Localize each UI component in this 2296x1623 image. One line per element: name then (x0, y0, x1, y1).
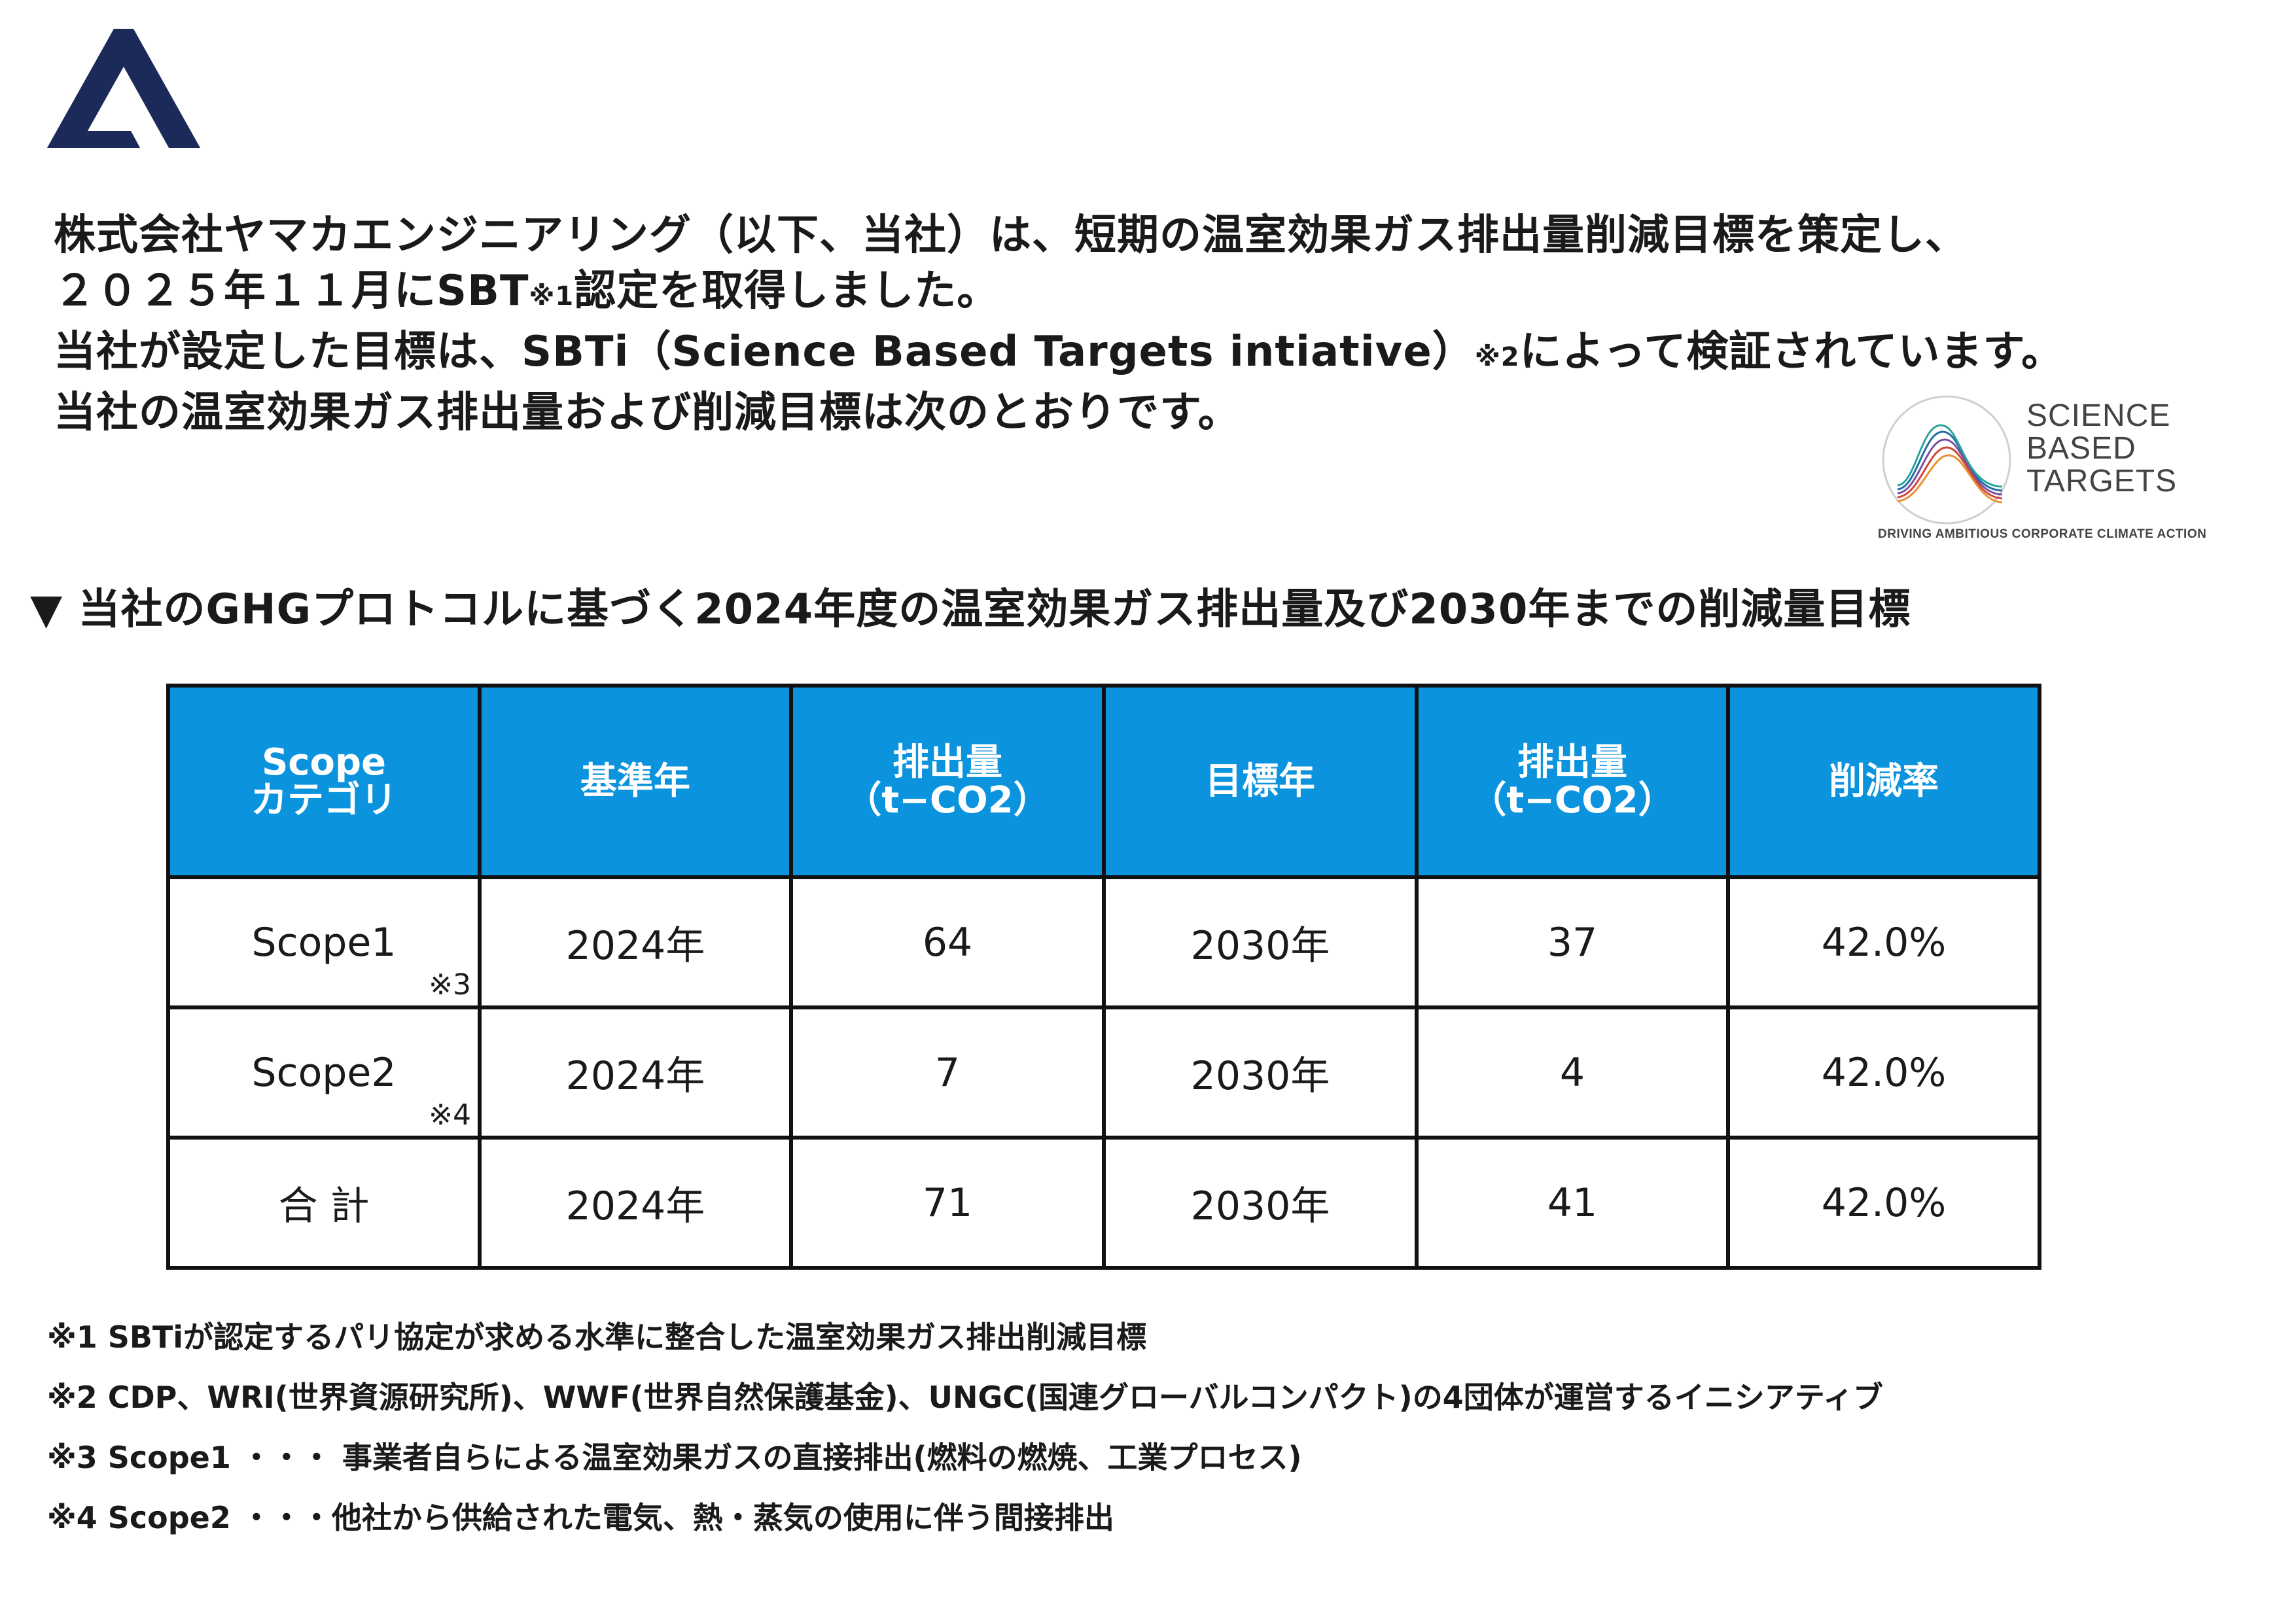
cell-scope: 合 計 (166, 1136, 482, 1270)
header-emission-target: 排出量 （t−CO2） (1415, 684, 1730, 879)
cell-target-year: 2030年 (1102, 1136, 1419, 1270)
footnote-4: ※4 Scope2 ・・・他社から供給された電気、熱・蒸気の使用に伴う間接排出 (47, 1500, 1114, 1535)
footnote-2: ※2 CDP、WRI(世界資源研究所)、WWF(世界自然保護基金)、UNGC(国… (47, 1380, 1883, 1415)
footnote-1: ※1 SBTiが認定するパリ協定が求める水準に整合した温室効果ガス排出削減目標 (47, 1319, 1147, 1355)
cell-reduction: 42.0% (1726, 1136, 2041, 1270)
footnotes: ※1 SBTiが認定するパリ協定が求める水準に整合した温室効果ガス排出削減目標 … (47, 1307, 1883, 1548)
sbt-word-science: SCIENCE (2026, 398, 2171, 433)
cell-scope: Scope1 ※3 (166, 875, 482, 1009)
sbt-tagline: DRIVING AMBITIOUS CORPORATE CLIMATE ACTI… (1878, 527, 2207, 541)
intro-line-2: ２０２５年１１月にSBT※1認定を取得しました。 (54, 267, 1000, 315)
cell-reduction: 42.0% (1726, 1005, 2041, 1140)
cell-target-year: 2030年 (1102, 875, 1419, 1009)
cell-target-year: 2030年 (1102, 1005, 1419, 1140)
cell-emission-base: 71 (789, 1136, 1106, 1270)
section-heading: ▼ 当社のGHGプロトコルに基づく2024年度の温室効果ガス排出量及び2030年… (30, 585, 1911, 634)
footnote-3: ※3 Scope1 ・・・ 事業者自らによる温室効果ガスの直接排出(燃料の燃焼、… (47, 1440, 1302, 1475)
footnote-ref-4: ※4 (429, 1098, 471, 1132)
intro-line-1: 株式会社ヤマカエンジニアリング（以下、当社）は、短期の温室効果ガス排出量削減目標… (54, 211, 1968, 260)
cell-base-year: 2024年 (478, 875, 793, 1009)
cell-emission-target: 4 (1415, 1005, 1730, 1140)
cell-base-year: 2024年 (478, 1136, 793, 1270)
cell-reduction: 42.0% (1726, 875, 2041, 1009)
header-scope: Scope カテゴリ (166, 684, 482, 879)
table-header-row: Scope カテゴリ 基準年 排出量 （t−CO2） 目標年 排出量 （t−CO2） … (166, 684, 2041, 879)
footnote-ref-2: ※2 (1474, 342, 1520, 372)
cell-emission-base: 64 (789, 875, 1106, 1009)
cell-emission-target: 41 (1415, 1136, 1730, 1270)
table-row: Scope1 ※3 2024年 64 2030年 37 42.0% (166, 875, 2041, 1009)
company-logo-icon (47, 29, 200, 148)
intro-paragraph: 株式会社ヤマカエンジニアリング（以下、当社）は、短期の温室効果ガス排出量削減目標… (54, 208, 2213, 441)
intro-line-3: 当社が設定した目標は、SBTi（Science Based Targets in… (54, 328, 2064, 376)
header-target-year: 目標年 (1102, 684, 1419, 879)
header-base-year: 基準年 (478, 684, 793, 879)
cell-emission-target: 37 (1415, 875, 1730, 1009)
footnote-ref-3: ※3 (429, 968, 471, 1002)
cell-scope: Scope2 ※4 (166, 1005, 482, 1140)
sbt-word-targets: TARGETS (2026, 464, 2178, 498)
table-row-total: 合 計 2024年 71 2030年 41 42.0% (166, 1136, 2041, 1270)
header-reduction: 削減率 (1726, 684, 2041, 879)
footnote-ref-1: ※1 (529, 281, 574, 311)
cell-base-year: 2024年 (478, 1005, 793, 1140)
ghg-target-table: Scope カテゴリ 基準年 排出量 （t−CO2） 目標年 排出量 （t−CO2） … (166, 684, 2041, 1270)
header-emission-base: 排出量 （t−CO2） (789, 684, 1106, 879)
intro-line-4: 当社の温室効果ガス排出量および削減目標は次のとおりです。 (54, 389, 1241, 437)
sbt-word-based: BASED (2026, 431, 2136, 466)
table-row: Scope2 ※4 2024年 7 2030年 4 42.0% (166, 1005, 2041, 1140)
sbt-logo: SCIENCE BASED TARGETS DRIVING AMBITIOUS … (1871, 391, 2206, 548)
sbt-emblem-icon (1882, 395, 2011, 525)
cell-emission-base: 7 (789, 1005, 1106, 1140)
